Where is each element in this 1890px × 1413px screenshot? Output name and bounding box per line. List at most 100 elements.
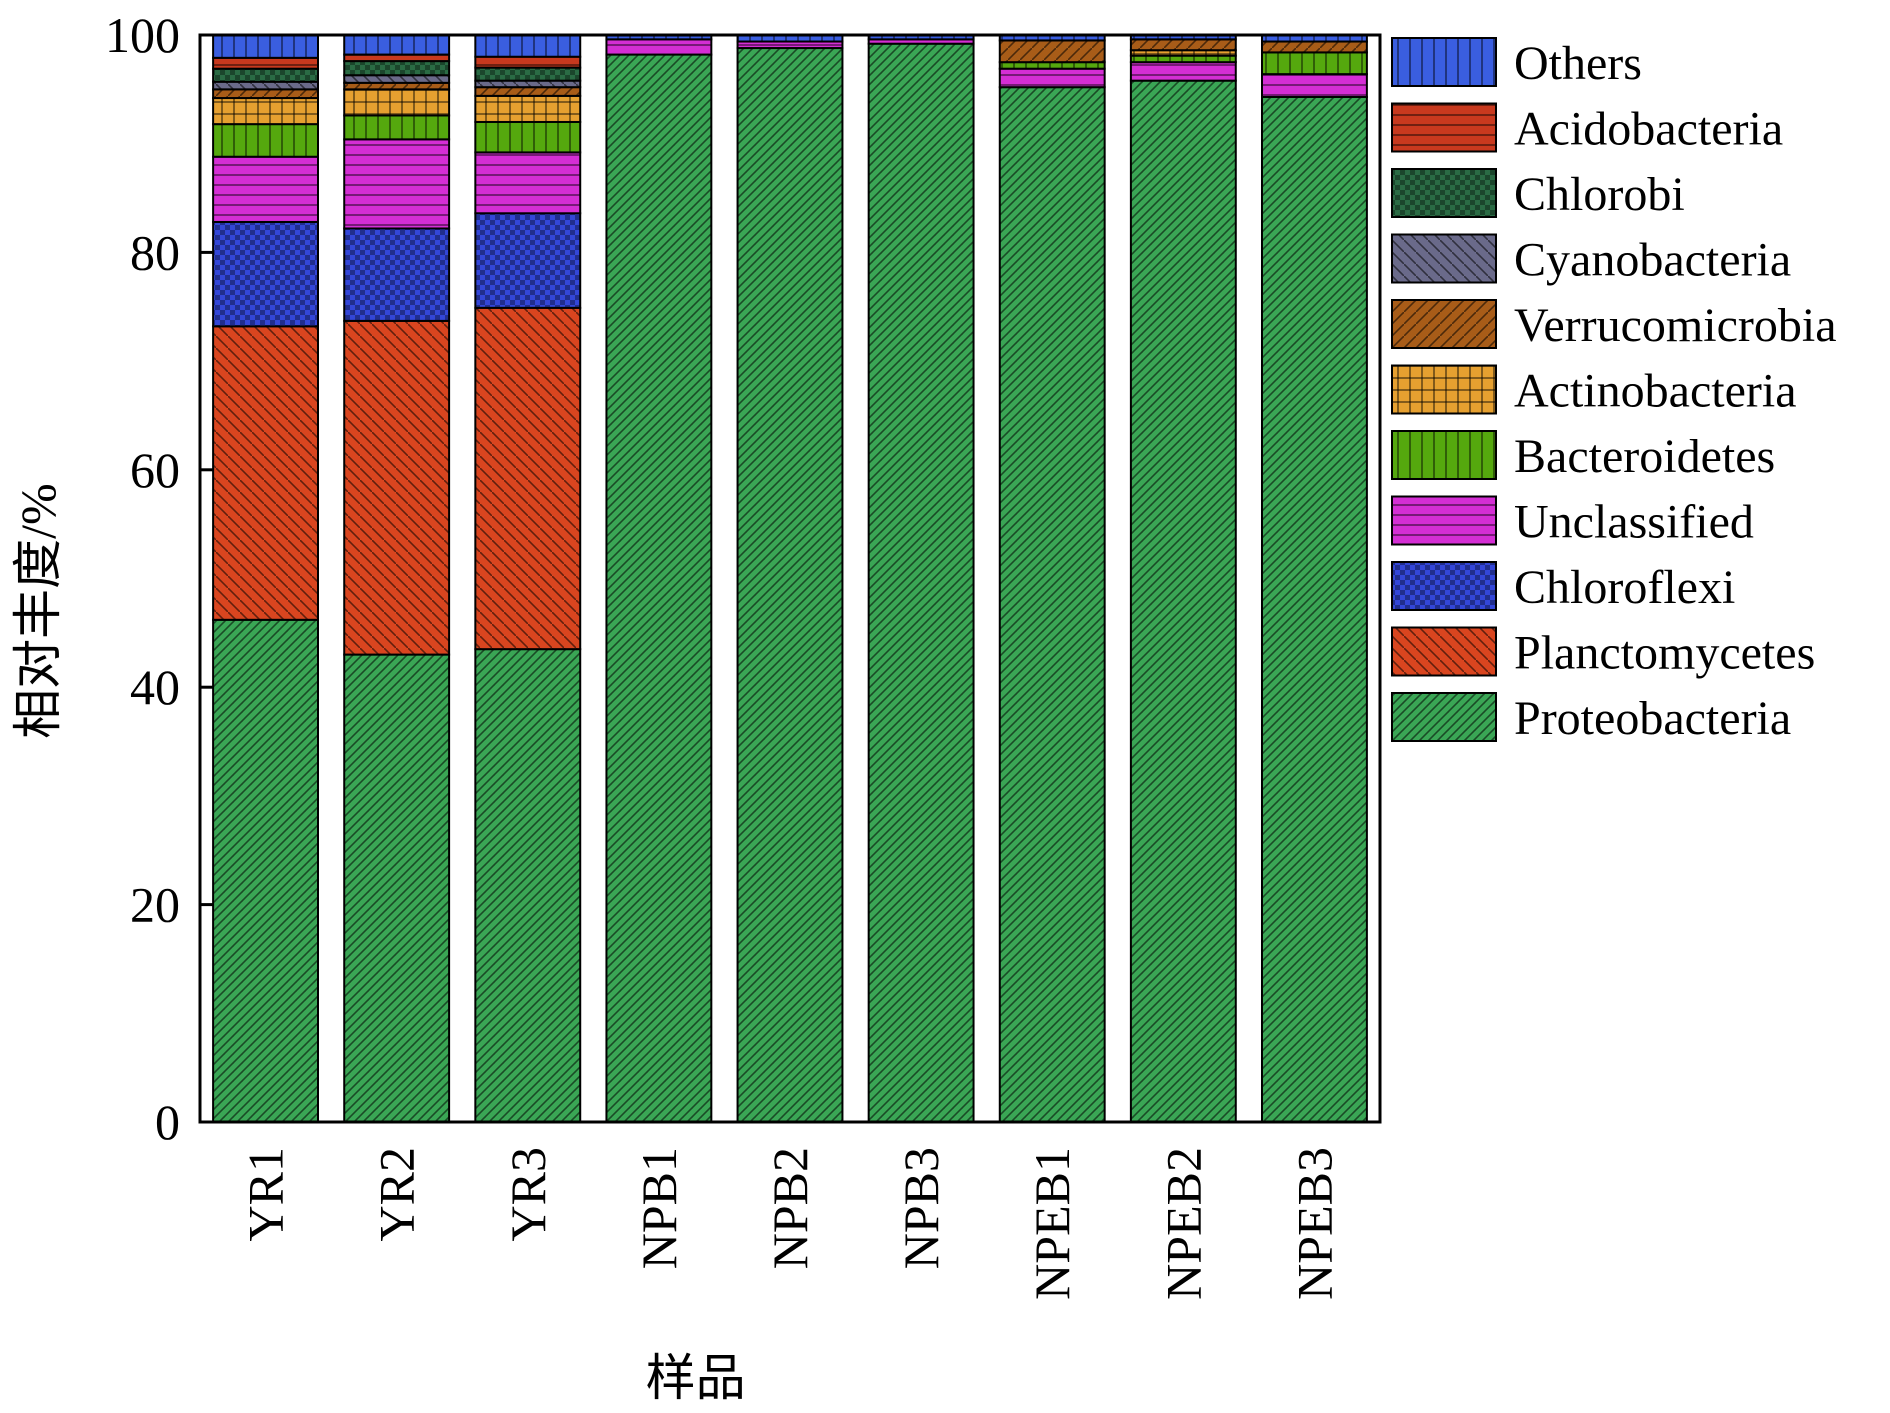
y-tick-label: 100 [105,7,180,63]
x-tick-label-yr1: YR1 [238,1147,294,1241]
y-tick-label: 20 [130,877,180,933]
bar-segment-verrucomicrobia-npeb3 [1261,40,1368,54]
x-tick-label-npb1: NPB1 [631,1147,687,1269]
bar-segment-chlorobi-yr1 [212,67,319,83]
bar-segment-verrucomicrobia-yr1 [212,88,319,100]
bar-stack-YR1 [212,34,319,1124]
y-tick-label: 0 [155,1094,180,1150]
legend-label: Chloroflexi [1514,561,1735,614]
bar-segment-proteobacteria-npeb3 [1261,95,1368,1124]
bar-segment-chlorobi-yr2 [343,60,451,77]
bar-segment-verrucomicrobia-npeb2 [1129,38,1237,52]
bar-segment-proteobacteria-npb2 [736,47,844,1124]
bar-segment-proteobacteria-yr1 [212,618,319,1124]
bar-segment-unclassified-npeb3 [1261,73,1368,98]
bar-segment-unclassified-yr2 [343,138,451,230]
legend-label: Proteobacteria [1514,692,1791,745]
bar-segment-chloroflexi-yr2 [343,227,451,322]
legend-swatch [1391,561,1497,611]
legend-swatch [1391,364,1497,415]
bar-stack-NPEB3 [1261,34,1368,1124]
bar-segment-acidobacteria-yr3 [474,55,582,69]
bar-segment-verrucomicrobia-npeb1 [998,39,1106,64]
bars-layer [212,34,1368,1124]
bar-segment-chloroflexi-yr3 [474,212,582,309]
legend-swatch [1391,37,1497,87]
x-tick-label-npb3: NPB3 [893,1147,949,1269]
legend-swatch [1391,495,1497,546]
y-axis-title: 相对丰度/% [10,483,66,739]
x-axis: YR1 YR2 YR3 NPB1 NPB2 NPB3 NPEB1 NPEB2 NPEB3 [238,1147,1343,1300]
x-tick-label-yr3: YR3 [500,1147,556,1241]
bar-segment-unclassified-yr3 [474,151,582,215]
legend-label: Planctomycetes [1514,627,1815,680]
bar-stack-YR2 [343,34,451,1124]
x-tick-label-npeb1: NPEB1 [1024,1147,1080,1300]
plot-frame [198,33,1382,1124]
legend-item-proteobacteria: Proteobacteria [1391,692,1791,745]
x-tick-label-npb2: NPB2 [762,1147,818,1269]
bar-stack-NPB3 [867,34,975,1123]
x-tick-label-yr2: YR2 [369,1147,425,1241]
bar-segment-unclassified-yr1 [212,155,319,223]
x-tick-label-npeb3: NPEB3 [1286,1147,1342,1300]
bar-segment-bacteroidetes-yr2 [343,114,451,141]
legend-label: Bacteroidetes [1514,430,1775,483]
bar-segment-verrucomicrobia-yr3 [474,86,582,97]
legend-label: Chlorobi [1514,168,1685,221]
bar-segment-others-yr2 [343,34,451,56]
legend-label: Cyanobacteria [1514,234,1791,287]
bar-segment-unclassified-npeb2 [1129,61,1237,82]
bar-segment-proteobacteria-npb3 [867,42,975,1123]
bar-segment-others-yr3 [474,34,582,58]
legend-swatch [1391,692,1497,742]
x-tick-label-npeb2: NPEB2 [1155,1147,1211,1300]
bar-segment-proteobacteria-npb1 [605,53,713,1123]
legend-item-bacteroidetes: Bacteroidetes [1391,430,1775,483]
bar-segment-actinobacteria-yr3 [474,94,582,123]
bar-segment-actinobacteria-yr1 [212,97,319,126]
legend-label: Acidobacteria [1514,103,1783,156]
legend-item-unclassified: Unclassified [1391,495,1754,549]
legend-item-actinobacteria: Actinobacteria [1391,364,1797,418]
y-axis: 0 20 40 60 80 100 [105,7,214,1150]
legend-swatch [1391,299,1497,349]
y-tick-label: 60 [130,442,180,498]
bar-segment-planctomycetes-yr3 [474,306,582,651]
legend: Others Acidobacteria Chlorobi Cyanobacteria… [1391,37,1837,745]
legend-item-others: Others [1391,37,1642,90]
legend-label: Others [1514,37,1642,90]
legend-item-verrucomicrobia: Verrucomicrobia [1391,299,1837,352]
bar-segment-chlorobi-yr3 [474,66,582,82]
y-tick-label: 80 [130,224,180,280]
legend-label: Verrucomicrobia [1514,299,1837,352]
legend-swatch [1391,168,1497,218]
bar-stack-NPEB2 [1129,34,1237,1123]
bar-segment-unclassified-npeb1 [998,67,1106,89]
x-axis-title: 样品 [646,1350,746,1406]
bar-segment-planctomycetes-yr1 [212,325,319,621]
bar-segment-cyanobacteria-yr2 [343,74,451,84]
bar-segment-proteobacteria-npeb2 [1129,79,1237,1123]
bar-stack-NPB2 [736,34,844,1124]
bar-stack-NPB1 [605,34,713,1123]
legend-item-chlorobi: Chlorobi [1391,168,1685,221]
bar-segment-bacteroidetes-yr3 [474,120,582,154]
legend-swatch [1391,233,1497,284]
legend-item-cyanobacteria: Cyanobacteria [1391,233,1791,287]
bar-segment-acidobacteria-yr1 [212,56,319,70]
bar-segment-chloroflexi-yr1 [212,220,319,328]
legend-item-acidobacteria: Acidobacteria [1391,102,1783,156]
legend-swatch [1391,430,1497,480]
legend-label: Unclassified [1514,496,1754,549]
bar-segment-proteobacteria-yr2 [343,653,451,1124]
bar-segment-cyanobacteria-yr1 [212,80,319,91]
bar-stack-YR3 [474,34,582,1124]
bar-segment-bacteroidetes-yr1 [212,123,319,158]
y-tick-label: 40 [130,659,180,715]
bar-segment-proteobacteria-npeb1 [998,86,1106,1123]
legend-item-chloroflexi: Chloroflexi [1391,561,1735,614]
bar-segment-actinobacteria-yr2 [343,88,451,117]
legend-swatch [1391,102,1497,153]
